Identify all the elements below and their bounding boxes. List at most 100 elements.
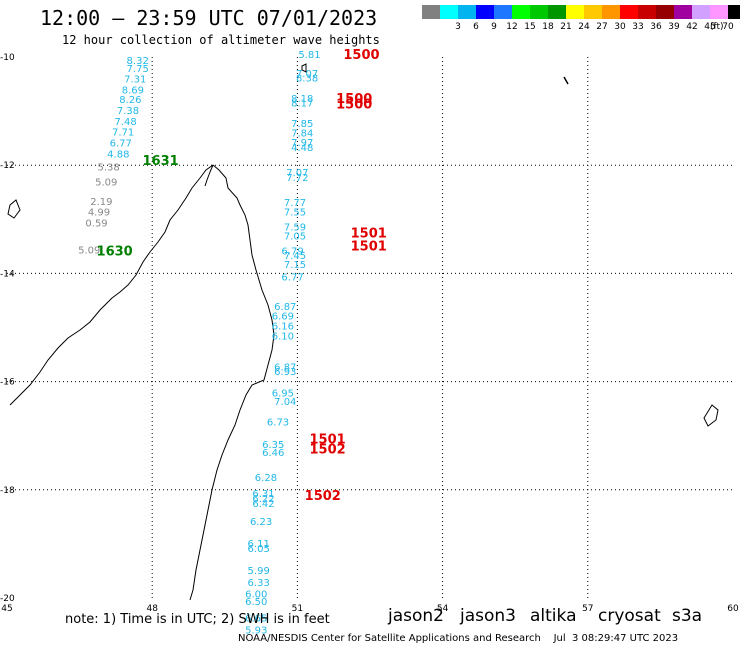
wave-height-value: 5.09 [78, 246, 100, 257]
legend-label: 45 [704, 22, 716, 32]
wave-height-value: 6.22 [252, 494, 274, 505]
legend-label: 9 [491, 22, 497, 32]
legend-label: 27 [596, 22, 608, 32]
wave-height-value: 7.97 [291, 138, 313, 149]
wave-height-value: 6.93 [274, 367, 296, 378]
legend-label: 12 [506, 22, 518, 32]
wave-height-value: 7.45 [284, 251, 306, 262]
legend-swatch [638, 5, 656, 19]
wave-height-value: 6.65 [245, 613, 267, 624]
wave-height-value: 6.95 [272, 388, 294, 399]
legend-swatch [692, 5, 710, 19]
pass-time-label: 1631 [143, 154, 179, 169]
wave-height-value: 7.07 [286, 168, 308, 179]
wave-height-value: 6.50 [245, 597, 267, 608]
agalega-island [563, 76, 569, 85]
lon-tick-label: 48 [146, 604, 158, 614]
wave-height-value: 7.15 [284, 260, 306, 271]
wave-height-value: 7.38 [117, 106, 139, 117]
wave-height-value: 6.73 [267, 418, 289, 429]
pass-time-label: 1500 [336, 92, 372, 107]
lon-tick-label: 45 [1, 604, 12, 614]
wave-height-value: 8.26 [119, 95, 141, 106]
legend-label: 70 [722, 22, 734, 32]
wave-height-value: 7.84 [291, 129, 313, 140]
legend-label: 33 [632, 22, 644, 32]
legend-swatch [458, 5, 476, 19]
lat-lon-grid [7, 57, 733, 598]
wave-height-value: 6.11 [248, 539, 270, 550]
wave-height-value: 7.05 [284, 232, 306, 243]
wave-height-value: 6.79 [281, 247, 303, 258]
legend-swatch [656, 5, 674, 19]
wave-height-value: 6.10 [272, 332, 294, 343]
satellite-altika: altika [530, 606, 577, 626]
wave-height-value: 7.71 [112, 128, 134, 139]
footer-note: note: 1) Time is in UTC; 2) SWH is in fe… [65, 612, 330, 627]
wave-height-value: 7.31 [124, 75, 146, 86]
legend-swatch [512, 5, 530, 19]
wave-height-value: 6.77 [281, 273, 303, 284]
legend-swatch [422, 5, 440, 19]
legend-swatch [476, 5, 494, 19]
wave-height-value: 7.77 [284, 198, 306, 209]
comoros-island [7, 199, 21, 219]
legend-swatch [728, 5, 740, 19]
wave-height-value: 7.72 [286, 173, 308, 184]
legend-label: 3 [455, 22, 461, 32]
legend-label: 15 [524, 22, 536, 32]
pass-time-label: 1500 [343, 48, 379, 63]
lon-tick-label: 54 [437, 604, 449, 614]
pass-time-label: 1501 [310, 432, 346, 447]
wave-height-value: 7.04 [274, 397, 296, 408]
legend-unit: (ft) [710, 22, 724, 32]
lon-tick-label: 51 [292, 604, 303, 614]
legend-label: 42 [686, 22, 698, 32]
legend-label: 39 [668, 22, 680, 32]
wave-height-value: 8.18 [291, 94, 313, 105]
lat-tick-label: -14 [0, 269, 15, 279]
map-title: 12:00 – 23:59 UTC 07/01/2023 [40, 6, 378, 30]
pass-time-label: 1502 [305, 489, 341, 504]
coastline [7, 63, 719, 601]
madagascar-west-coastline [9, 164, 214, 406]
wave-height-value: 5.38 [98, 162, 120, 173]
satellite-jason2: jason2 [388, 606, 444, 626]
wave-height-value: 5.99 [248, 566, 270, 577]
legend-label: 30 [614, 22, 626, 32]
wave-height-value: 7.75 [127, 64, 149, 75]
legend-swatch [710, 5, 728, 19]
wave-height-value: 6.46 [262, 448, 284, 459]
wave-height-value: 6.35 [262, 440, 284, 451]
wave-height-value: 4.48 [291, 143, 313, 154]
wave-height-value: 4.99 [88, 208, 110, 219]
wave-height-value: 6.23 [250, 517, 272, 528]
lat-tick-label: -16 [0, 378, 15, 388]
tromelin-island [301, 63, 307, 73]
pass-time-label: 1630 [97, 245, 133, 260]
legend-swatch [602, 5, 620, 19]
wave-height-value: 7.55 [284, 208, 306, 219]
credit-line: NOAA/NESDIS Center for Satellite Applica… [238, 633, 679, 644]
pass-time-label: 1501 [351, 226, 387, 241]
mauritius-island [703, 404, 719, 427]
legend-label: 24 [578, 22, 590, 32]
wave-height-value: 6.31 [252, 489, 274, 500]
wave-height-value: 6.42 [252, 499, 274, 510]
wave-height-value: 4.88 [107, 149, 129, 160]
satellite-jason3: jason3 [460, 606, 516, 626]
wave-height-value: 6.33 [248, 578, 270, 589]
wave-height-value: 7.59 [284, 222, 306, 233]
lat-tick-label: -20 [0, 594, 15, 604]
madagascar-coastline [189, 164, 275, 601]
legend-swatch [584, 5, 602, 19]
wave-height-value: 6.87 [274, 302, 296, 313]
legend-swatch [530, 5, 548, 19]
wave-height-value: 0.59 [85, 219, 107, 230]
altimeter-tracks: 8.327.757.318.698.267.387.487.716.774.88… [78, 50, 320, 637]
lon-tick-label: 57 [582, 604, 593, 614]
legend-label: 18 [542, 22, 554, 32]
